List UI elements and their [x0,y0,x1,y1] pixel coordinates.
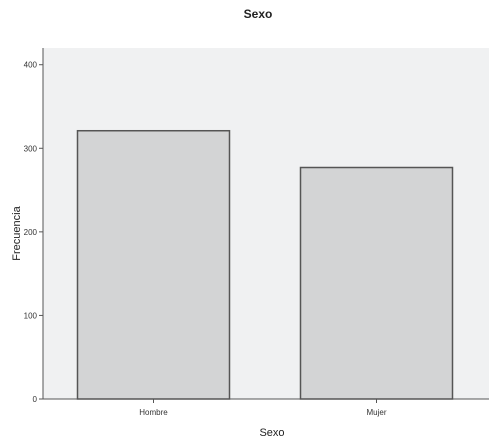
y-tick-label: 400 [24,61,38,70]
bar-mujer [299,166,454,400]
y-tick-label: 100 [24,311,38,320]
x-tick-label: Hombre [139,408,168,417]
x-axis-label: Sexo [259,427,284,439]
bars-group [76,129,454,400]
bar-hombre [76,129,231,400]
y-tick-label: 0 [33,395,38,404]
y-tick-label: 200 [24,228,38,237]
y-ticks-group: 0 100 200 300 400 [24,61,43,404]
chart-title: Sexo [244,7,273,21]
x-tick-label: Mujer [366,408,386,417]
y-axis-label: Frecuencia [11,205,23,260]
y-tick-label: 300 [24,144,38,153]
x-ticks-group: Hombre Mujer [139,399,387,417]
